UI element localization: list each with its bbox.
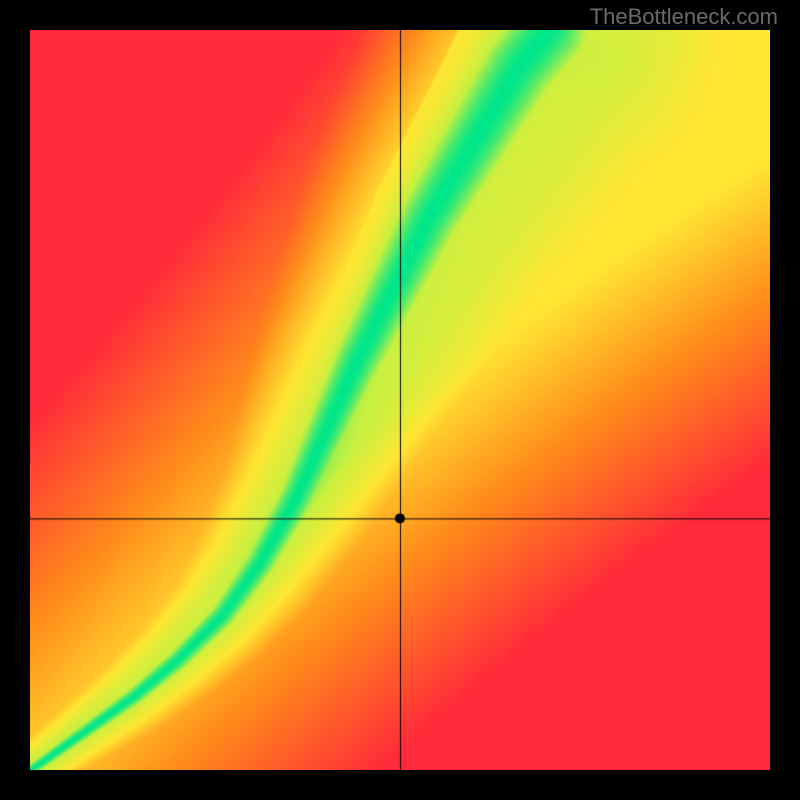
chart-container: TheBottleneck.com [0,0,800,800]
bottleneck-heatmap [30,30,770,770]
watermark-text: TheBottleneck.com [590,4,778,30]
